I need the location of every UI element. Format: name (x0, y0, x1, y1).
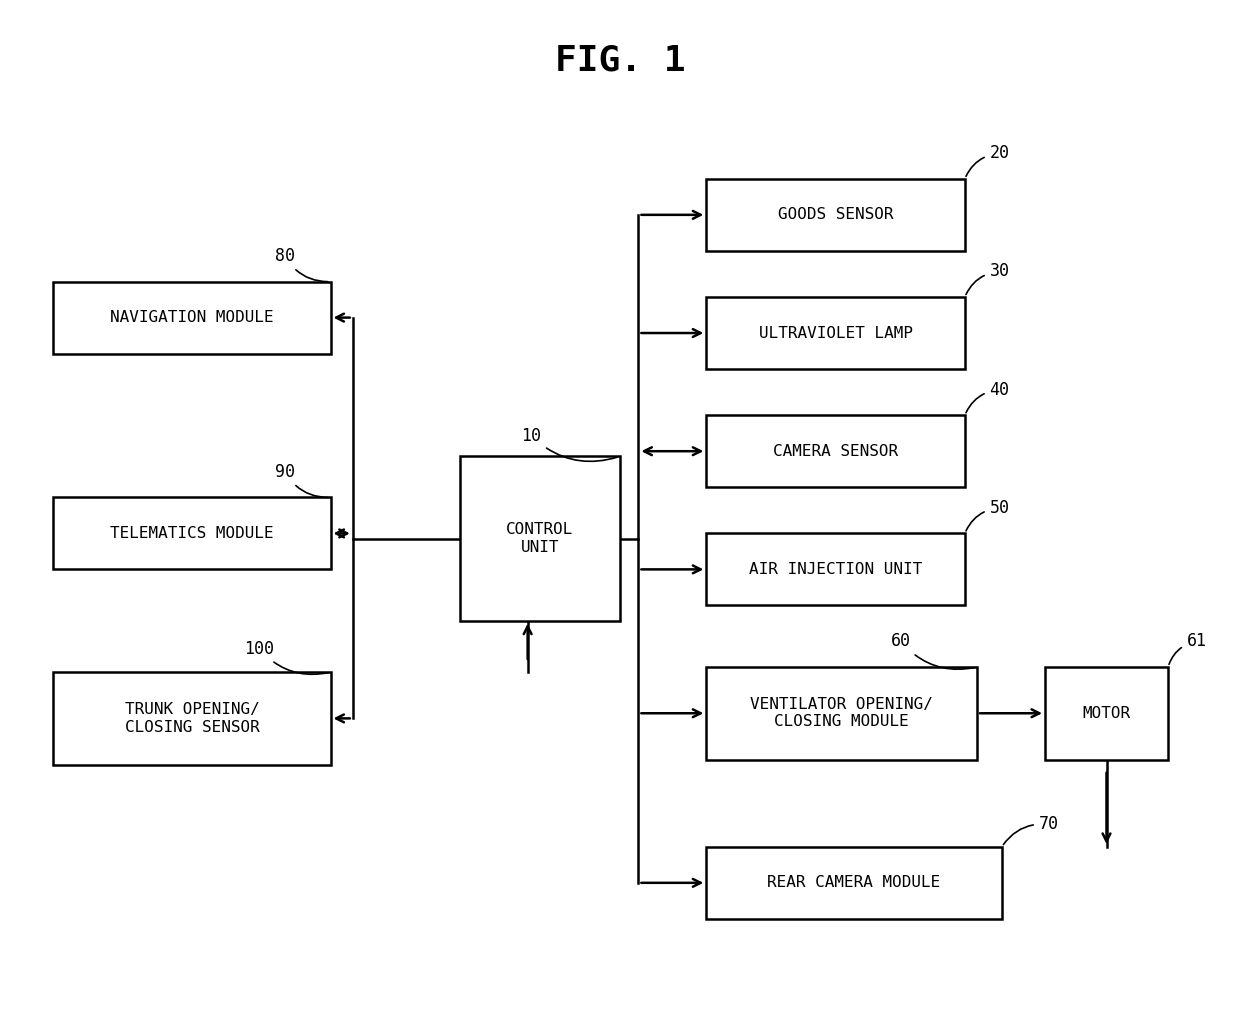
Bar (707, 415, 965, 487)
Bar (707, 846, 1002, 919)
Text: 70: 70 (1003, 815, 1059, 844)
Text: 20: 20 (966, 144, 1009, 176)
Text: ULTRAVIOLET LAMP: ULTRAVIOLET LAMP (759, 325, 913, 341)
Bar (1045, 667, 1168, 759)
Text: CAMERA SENSOR: CAMERA SENSOR (773, 443, 898, 459)
Text: 30: 30 (966, 262, 1009, 294)
Text: AIR INJECTION UNIT: AIR INJECTION UNIT (749, 562, 923, 577)
Text: 50: 50 (966, 499, 1009, 530)
Text: 100: 100 (244, 639, 327, 674)
Text: TRUNK OPENING/
CLOSING SENSOR: TRUNK OPENING/ CLOSING SENSOR (125, 702, 259, 735)
Text: FIG. 1: FIG. 1 (554, 44, 686, 78)
Text: TELEMATICS MODULE: TELEMATICS MODULE (110, 526, 274, 541)
Text: 61: 61 (1169, 632, 1207, 664)
Bar (460, 456, 620, 621)
Text: CONTROL
UNIT: CONTROL UNIT (506, 522, 574, 554)
Bar (707, 179, 965, 251)
Text: REAR CAMERA MODULE: REAR CAMERA MODULE (768, 875, 941, 890)
Bar (707, 297, 965, 369)
Bar (53, 282, 331, 353)
Text: VENTILATOR OPENING/
CLOSING MODULE: VENTILATOR OPENING/ CLOSING MODULE (750, 697, 934, 729)
Text: GOODS SENSOR: GOODS SENSOR (777, 207, 893, 223)
Bar (707, 667, 977, 759)
Bar (53, 497, 331, 570)
Text: MOTOR: MOTOR (1083, 706, 1131, 721)
Text: 10: 10 (522, 427, 618, 461)
Text: 90: 90 (275, 463, 327, 497)
Bar (53, 672, 331, 765)
Text: 80: 80 (275, 247, 327, 282)
Bar (707, 534, 965, 605)
Text: 40: 40 (966, 380, 1009, 412)
Text: 60: 60 (892, 632, 975, 669)
Text: NAVIGATION MODULE: NAVIGATION MODULE (110, 310, 274, 325)
